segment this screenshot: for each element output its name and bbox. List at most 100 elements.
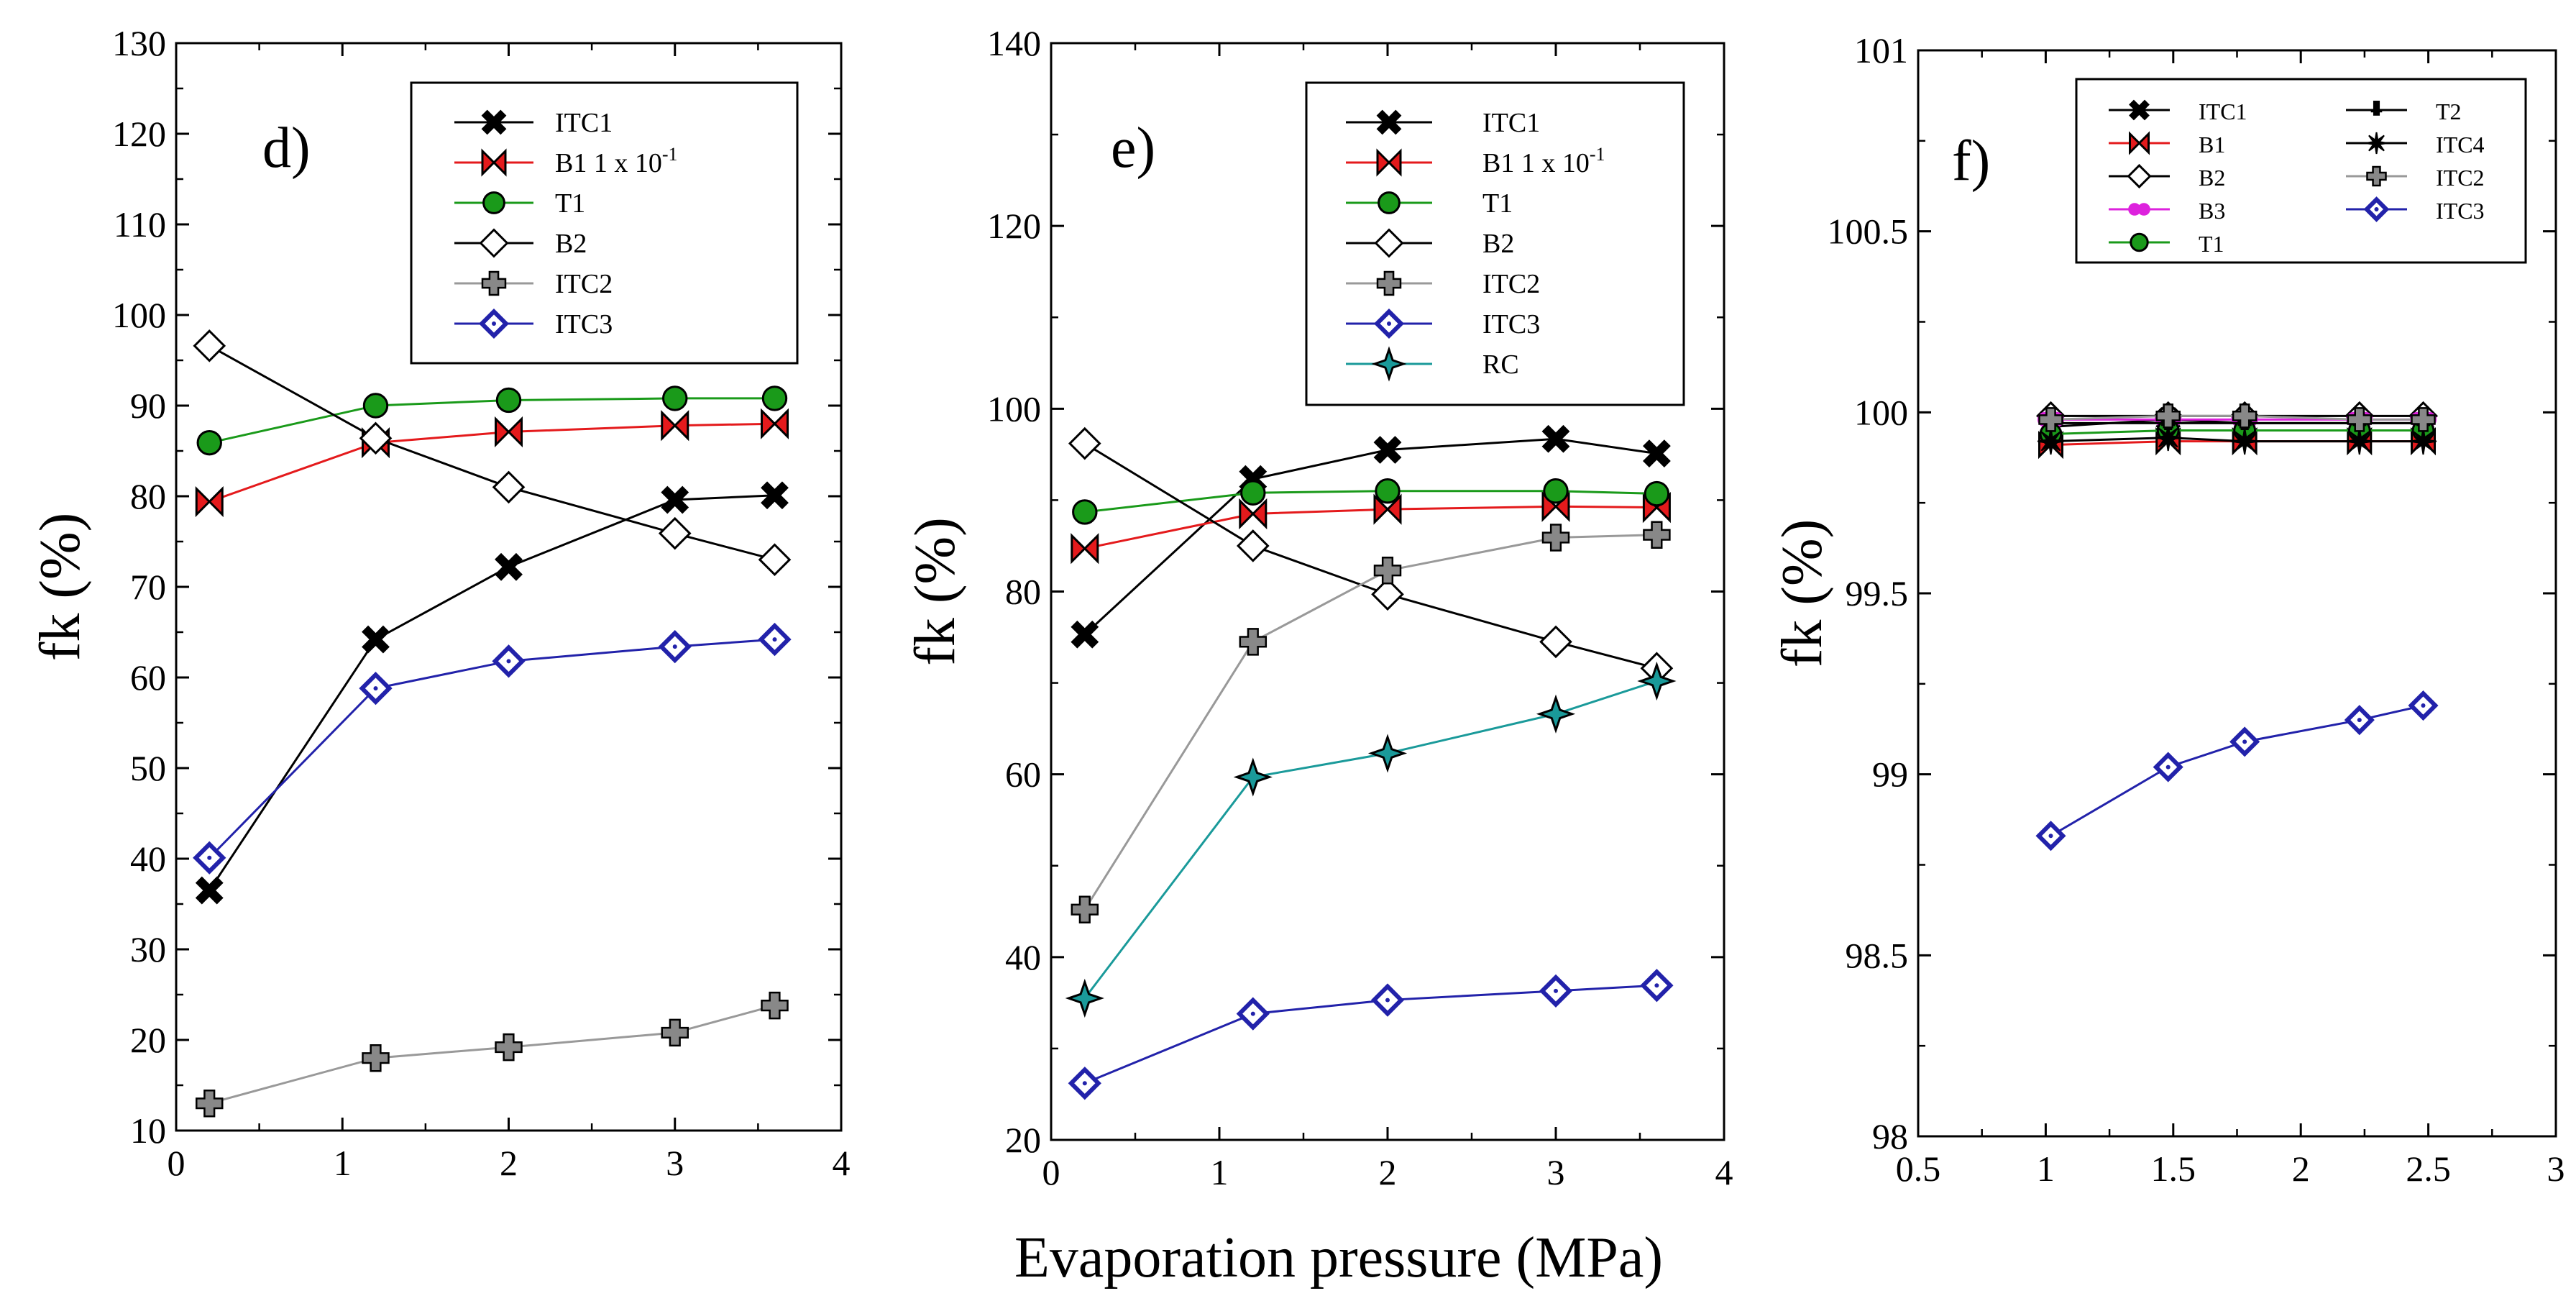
data-point	[1240, 480, 1266, 506]
legend-entry-itc4: ITC4	[2346, 132, 2485, 158]
legend-label: ITC1	[1482, 108, 1540, 138]
series-itc3	[2035, 690, 2439, 852]
data-point	[1642, 439, 1671, 468]
data-point	[2155, 403, 2181, 429]
legend: ITC1 B1 1 x 10-1 T1 B2 ITC2 ITC3	[410, 81, 799, 365]
data-point	[2037, 428, 2065, 455]
data-point	[1541, 524, 1570, 552]
legend-entry-t2: T2	[2346, 99, 2462, 124]
data-point	[1367, 734, 1408, 773]
legend-label: ITC1	[2199, 99, 2247, 124]
legend-label: T2	[2436, 99, 2462, 124]
series-itc3	[193, 622, 792, 875]
series-line	[208, 397, 775, 444]
legend-marker	[2366, 165, 2387, 187]
data-point	[2344, 705, 2375, 736]
data-point	[1539, 625, 1572, 659]
legend-entry-itc3: ITC3	[1346, 308, 1540, 339]
y-tick-label: 130	[112, 23, 166, 63]
legend-marker	[2363, 196, 2390, 222]
data-point	[2038, 407, 2063, 432]
series-t1	[196, 385, 788, 456]
data-point	[1539, 974, 1573, 1008]
data-point	[658, 630, 692, 664]
legend-marker	[482, 191, 505, 214]
legend-label-superscript: -1	[662, 144, 678, 165]
y-tick-label: 20	[1005, 1120, 1041, 1160]
y-tick-label: 30	[130, 929, 166, 969]
legend-entry-b3: B3	[2109, 198, 2225, 224]
y-tick-label: 120	[112, 114, 166, 154]
data-point	[1536, 694, 1576, 734]
legend-label: B2	[2199, 165, 2225, 191]
chart-panel-1: 0 1 2 3 4 10 20 30 40 50 60 70 80 90 100 110 120 130 fk (%…	[29, 23, 851, 1183]
data-point	[2229, 726, 2260, 757]
data-point	[2153, 752, 2183, 782]
data-point	[1637, 661, 1677, 701]
series-t1	[1072, 478, 1670, 525]
data-point	[492, 644, 526, 678]
legend-entry-itc1: ITC1	[454, 108, 613, 138]
x-tick-label: 0.5	[1896, 1149, 1941, 1189]
y-tick-label: 100	[1854, 392, 1908, 432]
legend-entry-b1: B1	[2109, 131, 2225, 158]
legend-label: B2	[555, 229, 587, 259]
y-tick-label: 20	[130, 1020, 166, 1060]
legend-label: ITC4	[2436, 132, 2485, 158]
y-tick-label: 120	[987, 206, 1041, 246]
legend-entry-t1: T1	[454, 188, 585, 219]
legend-entry-t1: T1	[1346, 188, 1513, 219]
series-line	[1083, 680, 1657, 999]
series-line	[208, 422, 775, 503]
data-point	[492, 470, 526, 504]
data-point	[1239, 628, 1268, 656]
legend-entry-itc1: ITC1	[2109, 99, 2247, 124]
legend-marker	[481, 270, 507, 296]
legend-marker	[1378, 191, 1401, 214]
legend-marker	[2130, 232, 2149, 252]
legend-entry-itc2: ITC2	[454, 269, 613, 299]
data-point	[359, 421, 393, 455]
data-point	[1068, 426, 1101, 460]
x-tick-label: 3	[1547, 1152, 1565, 1192]
data-point	[1541, 424, 1570, 453]
data-point	[1373, 557, 1402, 585]
legend-entry-b2: B2	[454, 228, 587, 259]
series-line	[1084, 984, 1657, 1085]
legend-marker	[1373, 308, 1405, 339]
data-point	[2409, 428, 2437, 455]
legend-label: ITC2	[555, 269, 613, 299]
legend-marker	[1376, 109, 1402, 135]
y-tick-label: 99	[1872, 754, 1908, 795]
series-line	[1083, 534, 1657, 910]
legend-marker	[1376, 148, 1402, 177]
data-point	[193, 329, 226, 362]
x-tick-label: 2	[1379, 1152, 1397, 1192]
y-axis-label: fk (%)	[1771, 519, 1834, 668]
x-tick-label: 0	[1042, 1152, 1060, 1192]
data-point	[495, 416, 523, 448]
legend-entry-b1: B1 1 x 10-1	[1346, 144, 1605, 178]
legend-entry-itc2: ITC2	[2346, 165, 2485, 191]
data-point	[1071, 895, 1099, 923]
y-tick-label: 80	[130, 476, 166, 516]
data-point	[1071, 620, 1099, 649]
legend-marker	[1376, 270, 1402, 296]
y-tick-label: 101	[1854, 30, 1908, 70]
data-point	[761, 481, 789, 510]
legend-label: ITC2	[2436, 165, 2485, 191]
series-itc3	[1068, 969, 1674, 1100]
x-tick-label: 2	[500, 1143, 518, 1183]
data-point	[2035, 821, 2066, 852]
data-point	[761, 408, 789, 439]
y-tick-label: 90	[130, 385, 166, 426]
data-point	[1373, 493, 1402, 525]
panel-label: e)	[1111, 117, 1155, 180]
y-tick-label: 50	[130, 748, 166, 788]
y-axis-label: fk (%)	[29, 513, 92, 662]
data-point	[2346, 428, 2373, 455]
legend: ITC1 B1 1 x 10-1 T1 B2 ITC2 ITC3 RC	[1305, 81, 1685, 406]
legend-marker	[1374, 228, 1404, 258]
